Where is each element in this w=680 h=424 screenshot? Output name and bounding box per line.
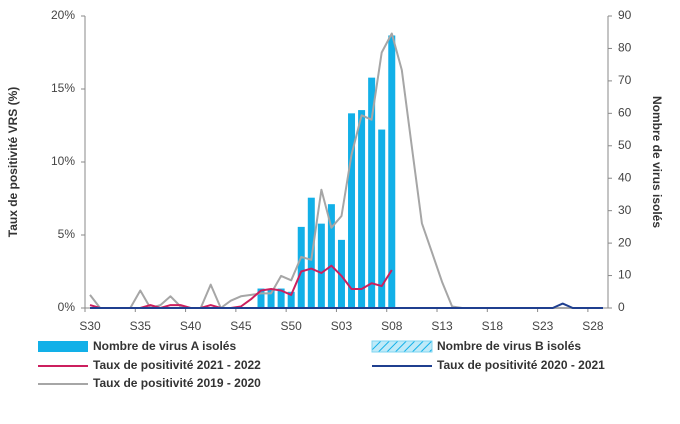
y-tick-label: 5% (58, 227, 76, 241)
line (89, 32, 603, 309)
bar (327, 204, 335, 308)
line (90, 302, 603, 309)
legend-label: Taux de positivité 2019 - 2020 (93, 376, 261, 390)
y-tick-label: 10% (51, 154, 75, 168)
bar (358, 110, 366, 308)
x-tick-label: S03 (331, 319, 353, 333)
y2-tick-label: 70 (618, 73, 632, 87)
bar (287, 291, 295, 308)
y2-tick-label: 30 (618, 203, 632, 217)
y-tick-label: 15% (51, 81, 75, 95)
y-tick-label: 20% (51, 8, 75, 22)
y2-tick-label: 0 (618, 300, 625, 314)
x-tick-label: S18 (482, 319, 504, 333)
bar (337, 239, 345, 308)
y2-tick-label: 80 (618, 41, 632, 55)
x-tick-label: S35 (130, 319, 152, 333)
y2-tick-label: 50 (618, 138, 632, 152)
x-tick-label: S50 (281, 319, 303, 333)
x-tick-label: S40 (180, 319, 202, 333)
legend-swatch (38, 341, 88, 352)
y2-tick-label: 40 (618, 170, 632, 184)
x-tick-label: S28 (582, 319, 604, 333)
bar (378, 129, 386, 308)
x-tick-label: S45 (230, 319, 252, 333)
x-tick-label: S08 (381, 319, 403, 333)
bar (368, 77, 376, 309)
x-tick-label: S13 (431, 319, 453, 333)
y2-tick-label: 20 (618, 235, 632, 249)
legend-label: Nombre de virus B isolés (437, 339, 581, 353)
bar (348, 113, 356, 308)
legend-swatch (371, 340, 433, 353)
y2-axis-title: Nombre de virus isolés (650, 96, 664, 228)
y-tick-label: 0% (58, 300, 76, 314)
line (89, 264, 393, 309)
y2-tick-label: 90 (618, 8, 632, 22)
y-axis-title: Taux de positivité VRS (%) (6, 87, 20, 237)
legend-label: Nombre de virus A isolés (93, 339, 236, 353)
legend-label: Taux de positivité 2021 - 2022 (93, 358, 261, 372)
bar (317, 223, 325, 308)
legend-label: Taux de positivité 2020 - 2021 (437, 358, 605, 372)
bar (257, 288, 265, 308)
bar (297, 226, 305, 308)
x-tick-label: S23 (532, 319, 554, 333)
bar (388, 35, 396, 308)
y2-tick-label: 60 (618, 106, 632, 120)
bar (267, 288, 275, 308)
x-tick-label: S30 (79, 319, 101, 333)
bar (277, 288, 285, 308)
y2-tick-label: 10 (618, 268, 632, 282)
